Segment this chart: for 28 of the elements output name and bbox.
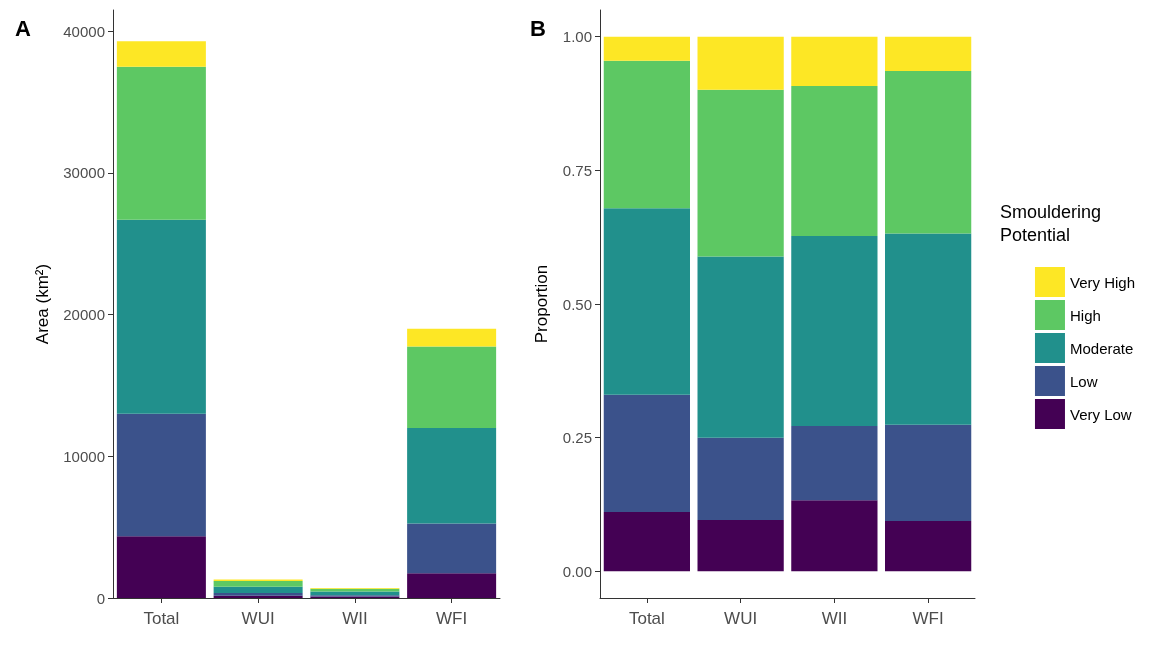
x-tick-label: WUI [241, 609, 275, 628]
y-tick-label: 0.75 [562, 161, 592, 179]
y-tick-label: 40000 [63, 22, 105, 40]
y-tick-label: 0.25 [562, 429, 592, 447]
y-tick-label: 0.00 [562, 562, 592, 580]
y-tick-label: 30000 [63, 164, 105, 182]
chart-title: B [530, 15, 546, 41]
chart-title: A [15, 15, 31, 41]
y-tick-label: 10000 [63, 447, 105, 465]
legend-title: Smouldering Potential [1000, 201, 1102, 245]
x-tick-label: WFI [436, 609, 468, 628]
x-tick-label: Total [628, 609, 665, 628]
y-axis-title: Proportion [532, 264, 551, 344]
x-tick-label: WII [821, 609, 848, 628]
y-axis-title: Area (km²) [33, 263, 52, 345]
legend-label: Moderate [1069, 339, 1134, 357]
legend-label: Very High [1069, 273, 1136, 291]
y-tick-label: 20000 [63, 306, 105, 324]
x-tick-label: WUI [724, 609, 758, 628]
legend-label: Very Low [1069, 405, 1132, 423]
legend-label: Low [1069, 372, 1098, 390]
x-tick-label: WII [342, 609, 368, 628]
legend-label: High [1069, 306, 1101, 324]
y-tick-label: 1.00 [562, 28, 592, 46]
y-tick-label: 0.50 [562, 295, 592, 313]
y-tick-label: 0 [96, 589, 105, 607]
x-tick-label: Total [143, 609, 180, 628]
x-tick-label: WFI [912, 609, 944, 628]
